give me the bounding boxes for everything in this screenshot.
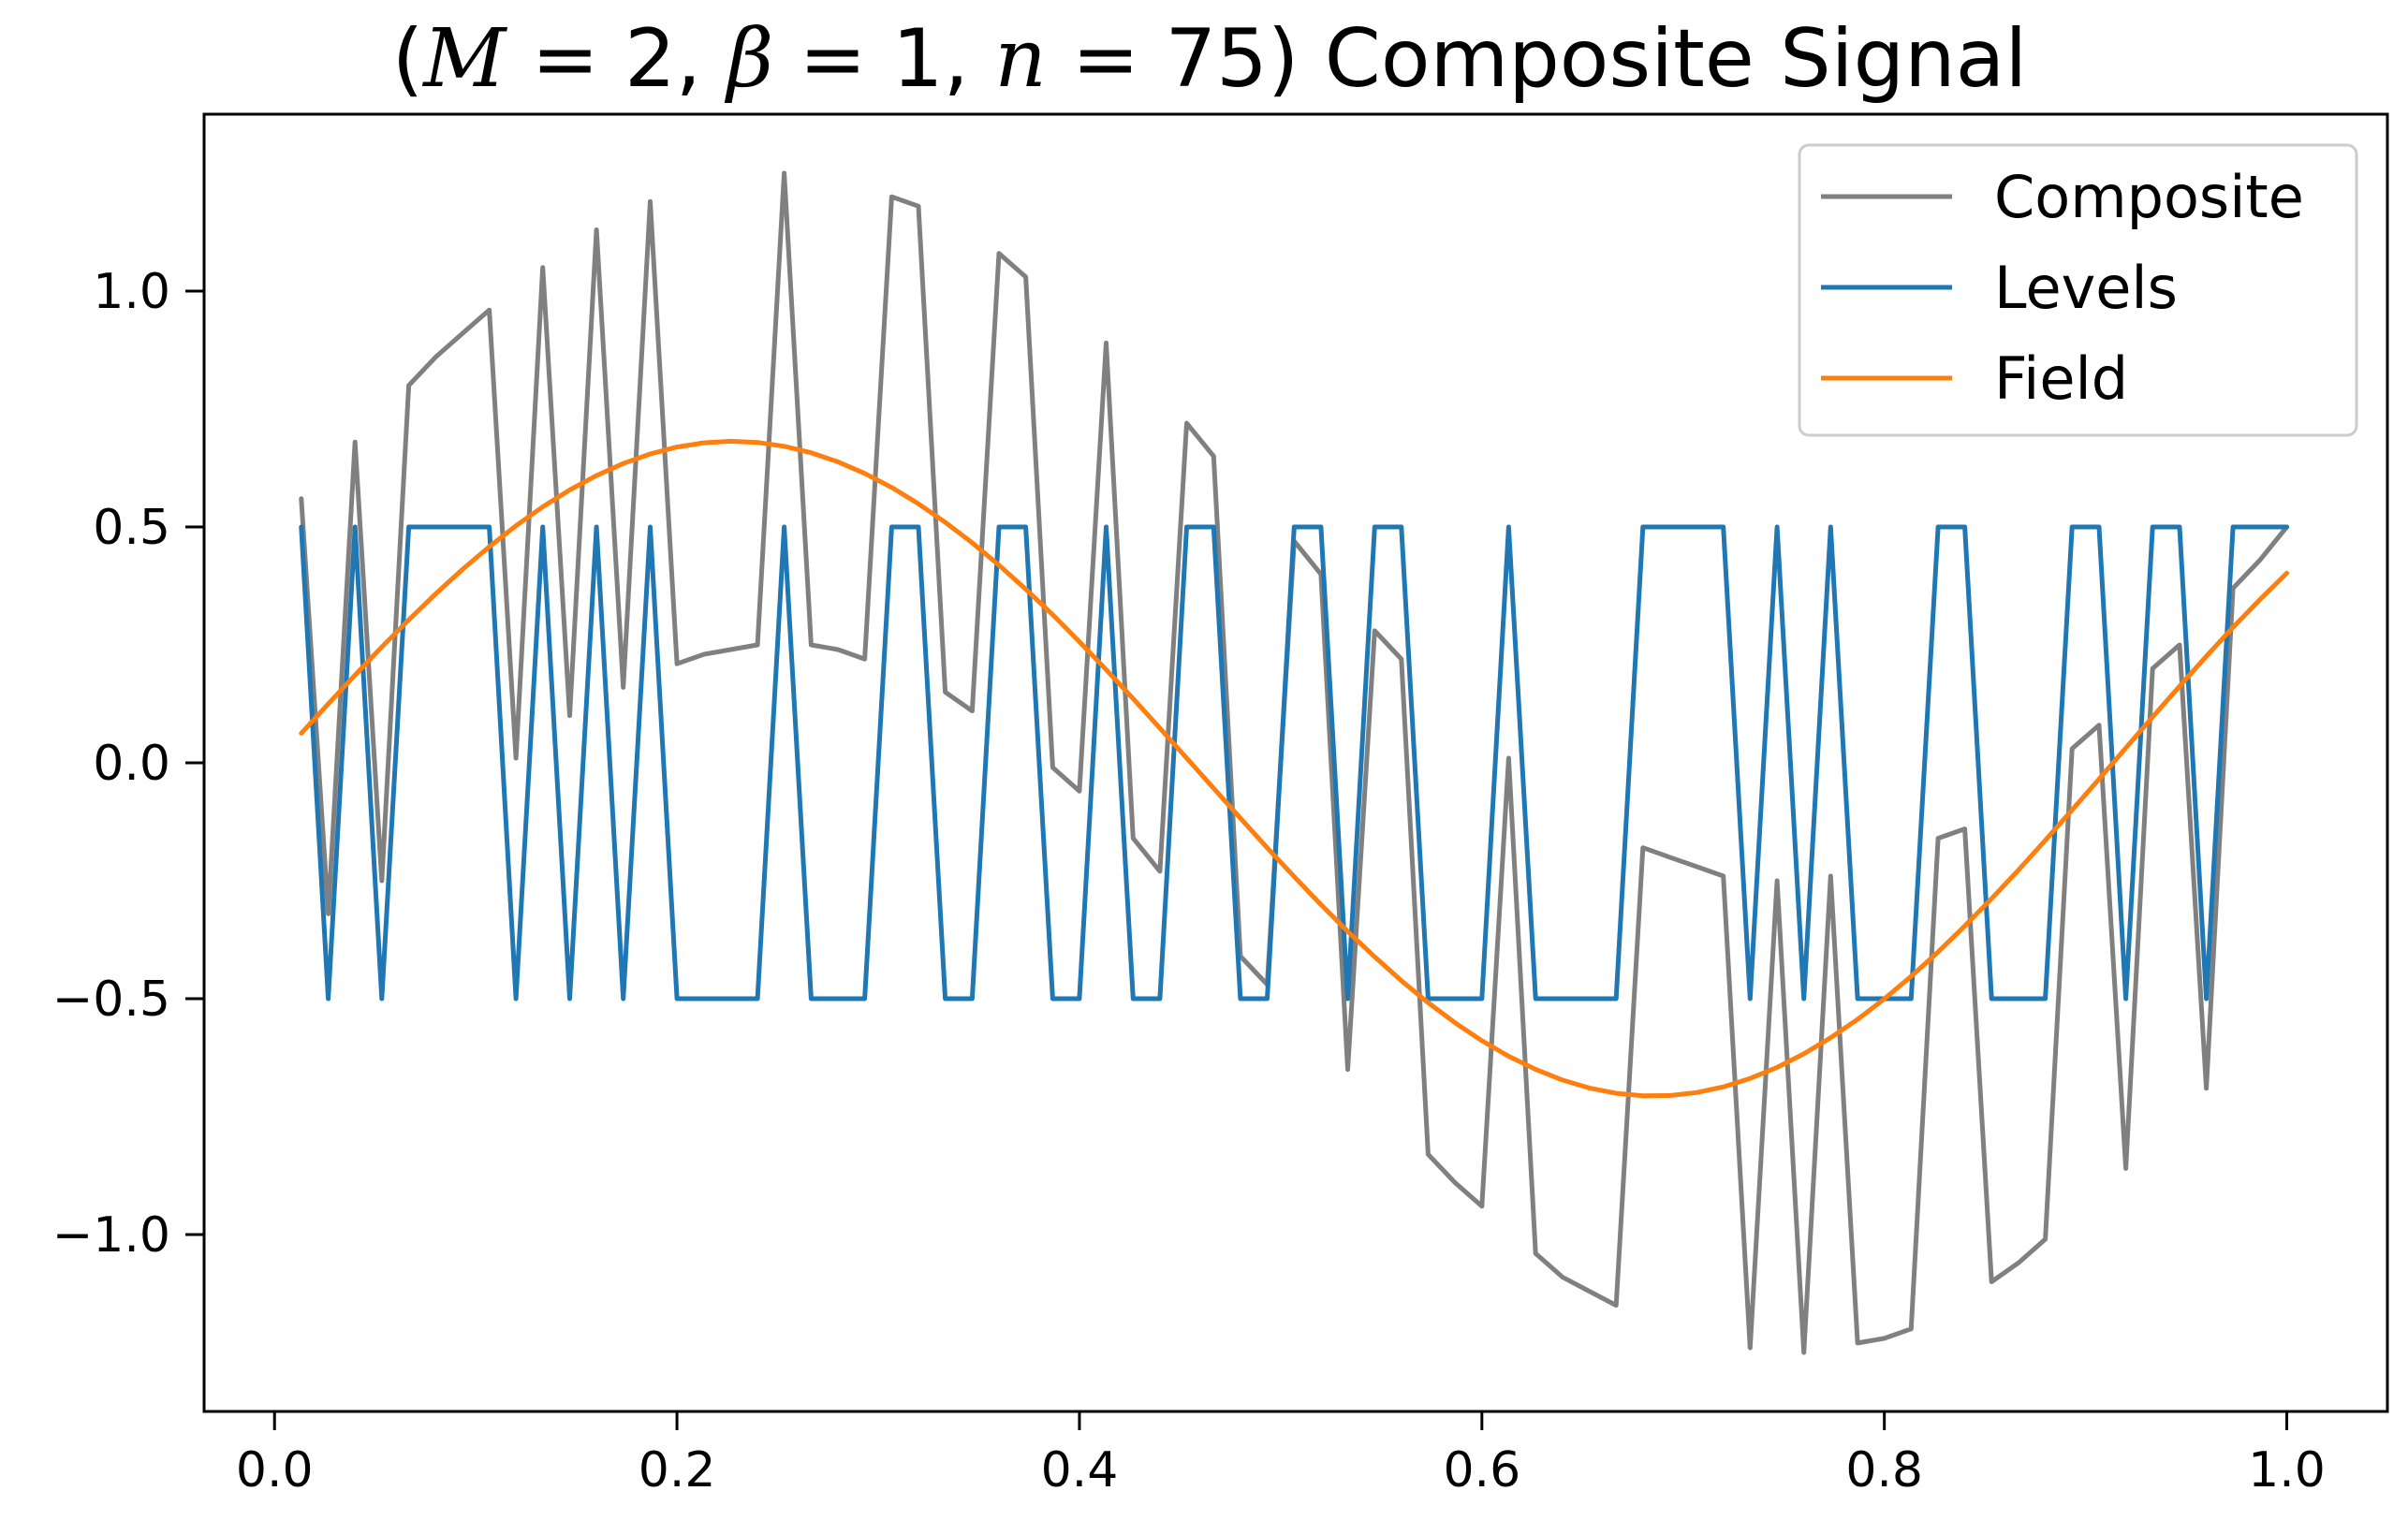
y-tick-label: 1.0 bbox=[93, 264, 170, 320]
y-tick-label: −1.0 bbox=[52, 1207, 170, 1264]
legend-field-label: Field bbox=[1994, 344, 2128, 413]
y-tick-label: 0.0 bbox=[93, 736, 170, 792]
x-tick-label: 1.0 bbox=[2248, 1442, 2326, 1498]
plot-series bbox=[299, 170, 2289, 1355]
legend-levels-label: Levels bbox=[1994, 254, 2178, 322]
series-line-levels bbox=[299, 524, 2289, 1001]
chart-title: (M = 2, β = 1, n = 75) Composite Signal bbox=[392, 12, 2028, 106]
x-tick-label: 0.8 bbox=[1845, 1442, 1923, 1498]
x-tick-label: 0.4 bbox=[1041, 1442, 1119, 1498]
legend-frame bbox=[1798, 143, 2358, 437]
legend: Composite Levels Field bbox=[1798, 143, 2358, 437]
y-tick-label: 0.5 bbox=[93, 500, 170, 556]
axes: 0.0 0.2 0.4 0.6 0.8 1.0 −1.0 −0.5 0.0 0.5 1.0 bbox=[52, 112, 2389, 1498]
legend-composite-label: Composite bbox=[1994, 163, 2304, 231]
x-tick-label: 0.2 bbox=[639, 1442, 716, 1498]
x-tick-label: 0.0 bbox=[236, 1442, 314, 1498]
y-tick-label: −0.5 bbox=[52, 972, 170, 1028]
x-tick-label: 0.6 bbox=[1443, 1442, 1520, 1498]
series-line-field bbox=[299, 438, 2289, 1099]
